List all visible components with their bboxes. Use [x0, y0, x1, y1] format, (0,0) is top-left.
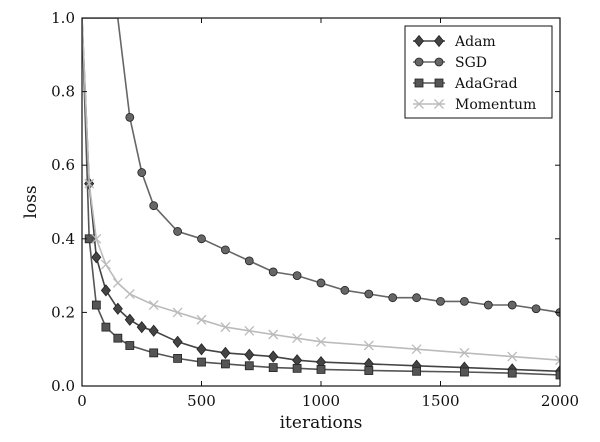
- point-adam: [220, 346, 231, 360]
- x-tick-label: 500: [187, 392, 216, 410]
- point-sgd: [531, 304, 541, 314]
- series-layer: [82, 18, 560, 380]
- x-axis-label: iterations: [280, 413, 363, 433]
- ticks-layer: 0 500 1000 1500 2000 0.0 0.2 0.4 0.6 0.8 1.0: [51, 9, 579, 410]
- legend-marker-momentum: [414, 99, 424, 109]
- x-tick-label: 1500: [421, 392, 459, 410]
- point-momentum: [100, 259, 111, 270]
- point-adagrad: [412, 366, 422, 376]
- series-momentum: [82, 18, 560, 366]
- point-sgd: [459, 296, 469, 306]
- point-momentum: [91, 233, 102, 244]
- legend-marker-momentum: [434, 99, 444, 109]
- point-sgd: [125, 112, 135, 122]
- point-sgd: [149, 201, 159, 211]
- series-sgd: [82, 18, 560, 317]
- point-adam: [112, 302, 123, 315]
- point-adam: [136, 320, 147, 334]
- point-adam: [172, 335, 183, 348]
- legend: Adam SGD AdaGrad Momentum: [404, 25, 553, 119]
- legend-marker-adam: [413, 34, 425, 48]
- point-sgd: [412, 293, 422, 303]
- y-tick-label: 0.4: [51, 230, 75, 248]
- point-momentum: [411, 344, 422, 355]
- point-momentum: [148, 300, 159, 310]
- point-adam: [124, 313, 135, 326]
- legend-label-sgd: SGD: [455, 55, 487, 71]
- point-sgd: [220, 245, 230, 255]
- point-momentum: [112, 278, 123, 288]
- x-tick-label: 0: [77, 392, 87, 410]
- point-adam: [148, 324, 159, 337]
- point-sgd: [507, 300, 517, 310]
- point-momentum: [84, 178, 95, 189]
- point-adam: [268, 350, 279, 363]
- point-momentum: [507, 351, 518, 362]
- point-adagrad: [244, 361, 254, 371]
- point-momentum: [244, 325, 255, 336]
- legend-label-adam: Adam: [454, 34, 496, 50]
- point-adagrad: [459, 367, 469, 377]
- point-adagrad: [316, 365, 326, 374]
- legend-label-momentum: Momentum: [455, 97, 536, 113]
- point-adagrad: [149, 348, 159, 358]
- point-sgd: [197, 234, 206, 244]
- point-sgd: [268, 267, 278, 277]
- legend-marker-sgd: [414, 57, 424, 67]
- point-momentum: [172, 307, 183, 318]
- point-momentum: [292, 333, 303, 344]
- point-adam: [196, 343, 207, 356]
- point-adam: [91, 251, 102, 264]
- legend-marker-adagrad: [434, 78, 444, 88]
- point-momentum: [268, 329, 279, 340]
- point-adagrad: [125, 341, 135, 350]
- point-adagrad: [113, 333, 123, 343]
- point-adagrad: [555, 370, 560, 380]
- x-tick-label: 2000: [541, 392, 579, 410]
- point-momentum: [124, 289, 135, 299]
- point-sgd: [436, 296, 445, 306]
- y-tick-label: 0.6: [51, 156, 75, 174]
- point-momentum: [316, 336, 326, 347]
- point-sgd: [244, 256, 254, 266]
- point-momentum: [363, 340, 374, 351]
- legend-label-adagrad: AdaGrad: [454, 76, 518, 92]
- y-axis-label: loss: [21, 185, 41, 218]
- point-momentum: [220, 322, 231, 333]
- point-adagrad: [197, 357, 206, 367]
- point-sgd: [173, 227, 183, 236]
- watermark-text: 知乎 @Phoenix Studio: [413, 403, 586, 422]
- point-adagrad: [91, 300, 101, 310]
- point-momentum: [196, 314, 207, 325]
- point-sgd: [316, 278, 326, 288]
- point-adam: [244, 348, 255, 361]
- legend-marker-adam: [433, 34, 445, 48]
- point-momentum: [555, 355, 560, 366]
- point-sgd: [292, 271, 302, 281]
- legend-marker-adagrad: [414, 78, 424, 88]
- point-sgd: [137, 168, 147, 177]
- point-adagrad: [220, 359, 230, 369]
- point-adagrad: [101, 322, 111, 332]
- point-sgd: [340, 285, 350, 295]
- point-adam: [100, 284, 111, 297]
- y-tick-label: 0.2: [51, 303, 75, 321]
- legend-marker-sgd: [434, 57, 444, 67]
- point-adagrad: [268, 363, 278, 373]
- point-sgd: [483, 300, 493, 310]
- series-adagrad: [82, 18, 560, 380]
- y-tick-label: 0.0: [51, 377, 75, 395]
- point-sgd: [364, 289, 374, 299]
- point-momentum: [459, 347, 470, 358]
- point-adagrad: [292, 363, 302, 373]
- y-tick-label: 1.0: [51, 9, 75, 27]
- point-adagrad: [364, 366, 374, 375]
- point-adagrad: [173, 353, 183, 363]
- point-adagrad: [507, 368, 517, 378]
- y-tick-label: 0.8: [51, 83, 75, 101]
- x-tick-label: 1000: [302, 392, 340, 410]
- point-sgd: [388, 293, 398, 303]
